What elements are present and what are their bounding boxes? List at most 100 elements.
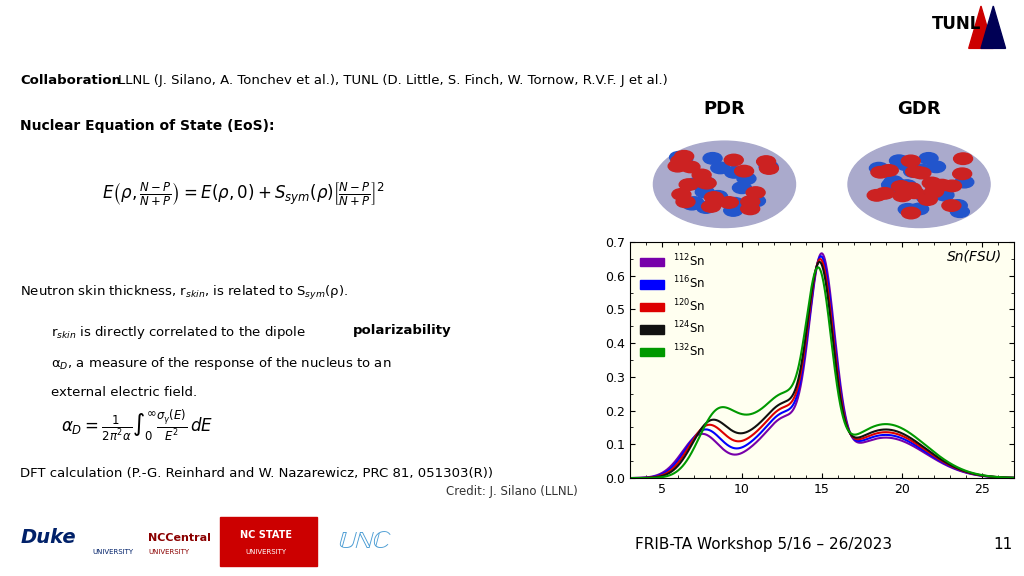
Text: NC STATE: NC STATE [241,529,292,540]
Circle shape [740,203,760,215]
Circle shape [746,195,766,207]
Circle shape [884,176,903,187]
Circle shape [672,188,691,200]
Text: Dipole Response of Nuclei: : Neutron Skin in Sn Isotopes: Dipole Response of Nuclei: : Neutron Ski… [18,16,799,44]
Circle shape [676,196,695,207]
Circle shape [696,202,716,213]
Circle shape [942,180,962,192]
Circle shape [905,187,924,199]
Circle shape [740,196,760,207]
Legend: $^{112}$Sn, $^{116}$Sn, $^{120}$Sn, $^{124}$Sn, $^{132}$Sn: $^{112}$Sn, $^{116}$Sn, $^{120}$Sn, $^{1… [636,248,711,364]
Circle shape [673,157,692,169]
Text: α$_D$, a measure of the response of the nucleus to an: α$_D$, a measure of the response of the … [51,355,391,372]
Text: NCCentral: NCCentral [148,533,211,543]
Circle shape [692,169,711,181]
Text: Nuclear Equation of State (EoS):: Nuclear Equation of State (EoS): [20,119,275,132]
Text: Collaboration: Collaboration [20,74,122,87]
Text: PDR: PDR [703,100,745,119]
Circle shape [681,161,700,173]
Circle shape [901,155,921,166]
Circle shape [724,154,743,166]
Circle shape [871,166,890,178]
Circle shape [883,181,901,193]
Circle shape [679,179,698,190]
Circle shape [954,176,974,188]
Circle shape [759,161,778,172]
Circle shape [950,206,970,218]
Circle shape [890,155,908,166]
Circle shape [674,153,693,164]
Circle shape [920,153,938,164]
Text: Sn(FSU): Sn(FSU) [947,249,1002,263]
Circle shape [902,183,922,194]
Circle shape [732,182,752,194]
Text: external electric field.: external electric field. [51,386,198,399]
Circle shape [869,162,889,174]
Circle shape [685,197,703,209]
Circle shape [953,153,973,164]
Circle shape [897,180,916,191]
Circle shape [848,141,990,228]
Circle shape [686,178,706,190]
Text: GDR: GDR [897,100,941,119]
Circle shape [701,200,721,212]
Polygon shape [969,6,993,48]
Text: UNIVERSITY: UNIVERSITY [148,549,189,555]
Text: TUNL: TUNL [932,15,981,33]
Circle shape [948,200,968,211]
Circle shape [697,177,716,189]
Circle shape [888,179,906,190]
Text: UNIVERSITY: UNIVERSITY [92,549,133,555]
Circle shape [876,188,894,199]
Text: Duke: Duke [20,529,76,547]
Circle shape [746,187,765,198]
Text: LLNL (J. Silano, A. Tonchev et al.), TUNL (D. Little, S. Finch, W. Tornow, R.V.F: LLNL (J. Silano, A. Tonchev et al.), TUN… [118,74,668,87]
Text: FRIB-TA Workshop 5/16 – 26/2023: FRIB-TA Workshop 5/16 – 26/2023 [635,537,892,552]
Circle shape [675,150,693,162]
Text: polarizability: polarizability [353,324,452,337]
Circle shape [711,162,730,173]
Circle shape [669,160,687,172]
Circle shape [694,176,713,188]
Circle shape [882,179,900,191]
Circle shape [726,199,744,211]
Text: Credit: J. Silano (LLNL): Credit: J. Silano (LLNL) [446,485,578,498]
Circle shape [897,159,915,170]
Circle shape [916,191,935,203]
Circle shape [942,200,961,211]
Circle shape [893,190,912,202]
Circle shape [737,173,756,184]
Circle shape [904,166,923,177]
Circle shape [923,177,941,189]
Circle shape [696,177,716,189]
Circle shape [912,167,931,179]
Circle shape [725,166,743,178]
Circle shape [724,204,742,216]
Circle shape [898,203,918,215]
Circle shape [952,168,972,180]
Circle shape [703,153,722,164]
Circle shape [892,181,910,192]
Text: $\mathbb{UNC}$: $\mathbb{UNC}$ [338,529,392,554]
Circle shape [670,151,688,163]
Circle shape [927,161,945,173]
Circle shape [935,190,954,201]
Text: DFT calculation (P.-G. Reinhard and W. Nazarewicz, PRC 81, 051303(R)): DFT calculation (P.-G. Reinhard and W. N… [20,467,494,480]
Text: Neutron skin thickness, r$_{skin}$, is related to S$_{sym}$(ρ).: Neutron skin thickness, r$_{skin}$, is r… [20,284,348,302]
Circle shape [926,180,944,192]
Circle shape [901,207,921,219]
Bar [220,517,317,566]
Circle shape [905,166,925,177]
Circle shape [671,155,690,166]
Circle shape [653,141,796,228]
Circle shape [682,198,701,210]
Circle shape [695,186,715,198]
Circle shape [919,194,937,205]
Circle shape [880,165,898,176]
Circle shape [720,197,738,209]
Circle shape [925,186,943,198]
Circle shape [709,191,727,202]
Circle shape [725,198,744,209]
Circle shape [705,192,723,203]
Text: $\alpha_D = \frac{1}{2\pi^2\alpha}\int_0^\infty \frac{\sigma_\gamma(E)}{E^2}\,dE: $\alpha_D = \frac{1}{2\pi^2\alpha}\int_0… [61,409,213,444]
